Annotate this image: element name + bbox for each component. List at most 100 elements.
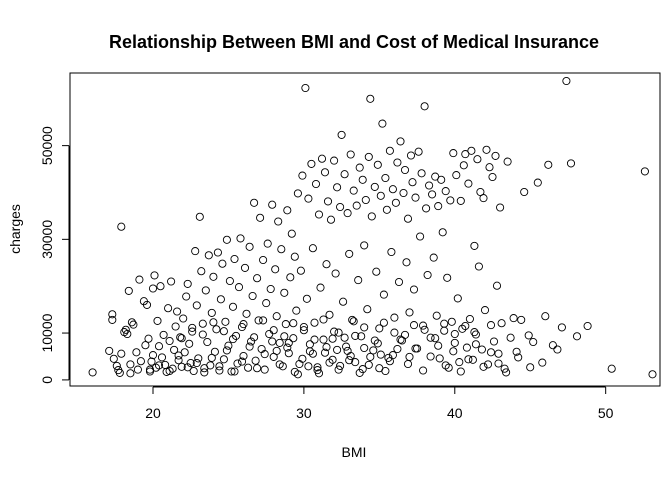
data-point <box>399 188 408 198</box>
data-point <box>141 341 150 350</box>
data-point <box>440 326 449 335</box>
data-point <box>388 185 397 194</box>
data-point <box>413 344 422 353</box>
data-point <box>468 355 477 364</box>
data-point <box>474 262 483 271</box>
data-point <box>157 353 167 362</box>
data-point <box>112 361 121 370</box>
data-point <box>358 175 367 184</box>
data-point <box>314 210 324 219</box>
data-point <box>416 232 425 241</box>
data-point <box>177 362 186 371</box>
data-point <box>434 202 443 211</box>
data-point <box>283 343 292 352</box>
data-point <box>456 367 465 376</box>
data-point <box>354 276 363 285</box>
data-point <box>200 368 209 377</box>
x-axis-label: BMI <box>342 444 367 460</box>
data-point <box>361 195 370 205</box>
data-point <box>482 145 491 154</box>
data-point <box>320 168 330 177</box>
data-point <box>275 360 284 369</box>
data-point <box>180 348 189 357</box>
data-point <box>514 353 523 362</box>
data-point <box>117 349 126 358</box>
data-point <box>198 330 207 339</box>
data-point <box>471 330 480 339</box>
data-point <box>479 362 488 371</box>
data-point <box>459 161 468 170</box>
data-point <box>228 302 238 311</box>
data-point <box>364 152 373 161</box>
data-point <box>185 339 194 348</box>
data-point <box>449 149 458 158</box>
data-point <box>274 217 283 226</box>
data-point <box>370 336 379 345</box>
data-point <box>323 197 333 206</box>
data-point <box>191 247 200 256</box>
data-point <box>239 351 248 361</box>
data-point <box>239 320 248 329</box>
data-point <box>411 344 420 353</box>
data-point <box>409 285 419 294</box>
data-point <box>283 206 292 215</box>
data-point <box>369 346 378 355</box>
data-point <box>443 273 452 282</box>
data-point <box>242 309 251 318</box>
data-point <box>414 147 423 156</box>
data-point <box>440 319 449 328</box>
data-point <box>159 330 168 339</box>
y-tick-label: 10000 <box>39 313 55 352</box>
data-point <box>489 337 499 346</box>
data-point <box>201 286 210 295</box>
data-point <box>328 334 337 343</box>
data-point <box>483 360 493 369</box>
data-point <box>544 160 553 169</box>
data-point <box>446 196 455 205</box>
data-point <box>301 83 310 93</box>
data-point <box>254 316 263 325</box>
data-point <box>360 323 369 332</box>
x-tick-label: 40 <box>447 405 463 421</box>
data-point <box>126 369 135 378</box>
data-point <box>357 332 366 341</box>
data-point <box>411 193 420 202</box>
data-point <box>88 368 97 377</box>
data-point <box>390 328 399 337</box>
data-point <box>441 187 450 196</box>
data-point <box>425 181 434 190</box>
data-point <box>485 163 494 172</box>
data-point <box>488 172 497 182</box>
data-point <box>186 358 195 368</box>
data-point <box>311 179 321 189</box>
data-point <box>376 191 385 200</box>
data-point <box>230 367 239 376</box>
data-point <box>494 349 503 358</box>
data-point <box>284 338 293 347</box>
data-point <box>260 365 269 374</box>
data-point <box>174 356 183 365</box>
data-point <box>456 196 465 205</box>
data-point <box>129 320 138 329</box>
data-point <box>302 294 311 303</box>
data-point <box>465 314 474 324</box>
data-point <box>165 336 174 346</box>
data-point <box>325 358 334 367</box>
data-point <box>195 212 204 221</box>
data-point <box>331 269 340 278</box>
data-point <box>533 178 542 187</box>
data-point <box>409 321 419 330</box>
data-point <box>379 290 388 299</box>
data-point <box>177 334 186 343</box>
data-point <box>330 327 339 336</box>
data-point <box>492 281 502 290</box>
data-point <box>363 305 372 314</box>
data-point <box>524 331 533 340</box>
data-point <box>480 306 490 315</box>
data-point <box>455 358 464 367</box>
data-point <box>403 359 413 369</box>
data-point <box>197 267 206 276</box>
data-point <box>115 368 124 377</box>
data-point <box>212 325 221 334</box>
data-point <box>403 214 413 223</box>
